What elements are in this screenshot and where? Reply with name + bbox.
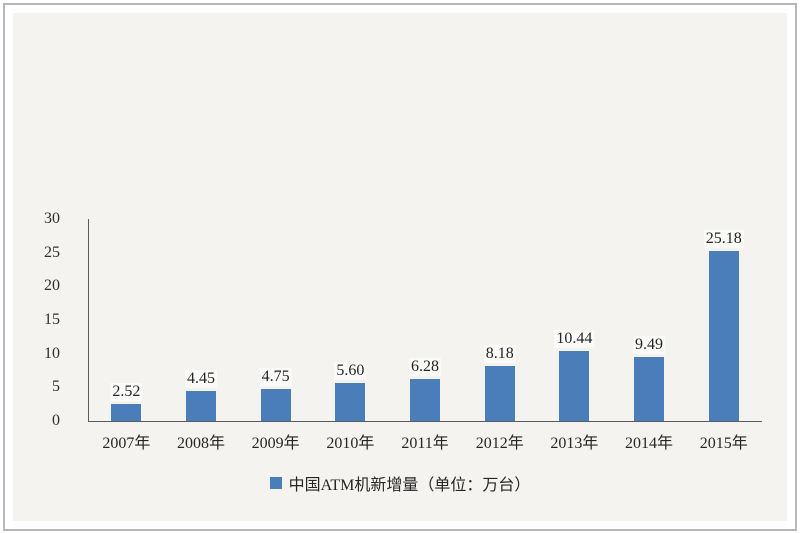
bar: [335, 383, 366, 421]
y-tick-label: 15: [44, 311, 60, 328]
x-axis-line: [88, 421, 762, 422]
bar-value-label: 25.18: [703, 230, 744, 249]
y-tick-label: 25: [44, 243, 60, 261]
y-axis-line: [88, 219, 89, 422]
bar-group: 9.49: [612, 219, 687, 421]
y-tick-label: 20: [44, 277, 60, 295]
x-category-label: 2015年: [699, 435, 748, 452]
bar: [708, 251, 739, 421]
bar-value-label: 9.49: [633, 336, 666, 355]
legend-label: 中国ATM机新增量（单位：万台）: [288, 477, 531, 494]
bar-value-label: 4.45: [185, 370, 217, 389]
bar-value-label: 5.60: [334, 362, 367, 381]
bar: [410, 378, 441, 421]
bar-group: 4.75: [238, 219, 313, 421]
bar-group: 8.18: [462, 219, 537, 421]
y-tick-label: 0: [52, 412, 60, 429]
bar: [260, 389, 291, 421]
y-tick-label: 5: [52, 378, 60, 396]
bar-group: 10.44: [537, 219, 612, 421]
bar: [484, 365, 515, 421]
bar-value-label: 10.44: [554, 329, 595, 348]
x-category-label: 2008年: [177, 435, 226, 452]
bar-value-label: 6.28: [409, 357, 442, 376]
bar: [111, 404, 142, 421]
bar: [634, 357, 665, 421]
x-category-label: 2014年: [625, 435, 674, 452]
plot-area: 2.52 4.45 4.75 5.60 6.28 8.18 10.44 9.49 25.18: [89, 219, 761, 421]
x-axis-labels: 2007年 2008年 2009年 2010年 2011年 2012年 2013年 2014年…: [89, 429, 761, 453]
bar-group: 25.18: [686, 219, 761, 421]
bar: [186, 391, 216, 421]
x-category-label: 2007年: [102, 435, 151, 452]
x-category-label: 2013年: [550, 435, 599, 452]
y-tick-label: 30: [44, 210, 60, 227]
bar-value-label: 4.75: [259, 368, 292, 387]
bar: [559, 350, 590, 421]
chart-legend: 中国ATM机新增量（单位：万台）: [0, 471, 800, 495]
chart-panel: [13, 13, 787, 521]
bar-value-label: 2.52: [110, 383, 143, 402]
bar-group: 2.52: [89, 219, 164, 421]
x-category-label: 2012年: [475, 435, 524, 452]
bar-group: 6.28: [388, 219, 463, 421]
bar-value-label: 8.18: [483, 344, 516, 363]
x-category-label: 2011年: [401, 435, 449, 452]
legend-swatch: [269, 477, 282, 489]
bar-group: 5.60: [313, 219, 388, 421]
bar-group: 4.45: [164, 219, 239, 421]
y-tick-label: 10: [44, 344, 60, 362]
x-category-label: 2009年: [251, 435, 300, 452]
x-category-label: 2010年: [326, 435, 375, 452]
